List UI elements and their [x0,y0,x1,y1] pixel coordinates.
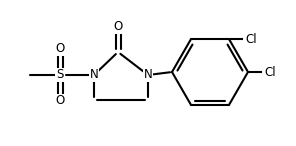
Text: N: N [90,68,98,81]
Text: O: O [55,94,65,107]
Text: O: O [113,20,123,33]
Text: Cl: Cl [245,33,257,46]
Text: O: O [55,42,65,55]
Text: Cl: Cl [264,66,276,79]
Text: N: N [144,68,152,81]
Text: S: S [56,68,64,81]
